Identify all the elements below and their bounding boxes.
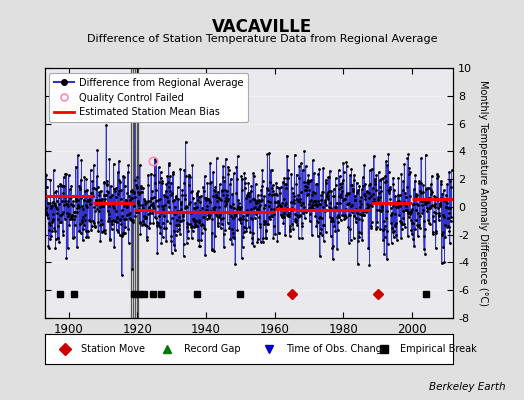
Legend: Difference from Regional Average, Quality Control Failed, Estimated Station Mean: Difference from Regional Average, Qualit…: [49, 73, 248, 122]
Text: Time of Obs. Change: Time of Obs. Change: [286, 344, 388, 354]
Text: Berkeley Earth: Berkeley Earth: [429, 382, 506, 392]
Y-axis label: Monthly Temperature Anomaly Difference (°C): Monthly Temperature Anomaly Difference (…: [478, 80, 488, 306]
Text: Record Gap: Record Gap: [183, 344, 240, 354]
Text: Difference of Station Temperature Data from Regional Average: Difference of Station Temperature Data f…: [87, 34, 437, 44]
Text: Empirical Break: Empirical Break: [400, 344, 477, 354]
Text: Station Move: Station Move: [81, 344, 145, 354]
Text: VACAVILLE: VACAVILLE: [212, 18, 312, 36]
